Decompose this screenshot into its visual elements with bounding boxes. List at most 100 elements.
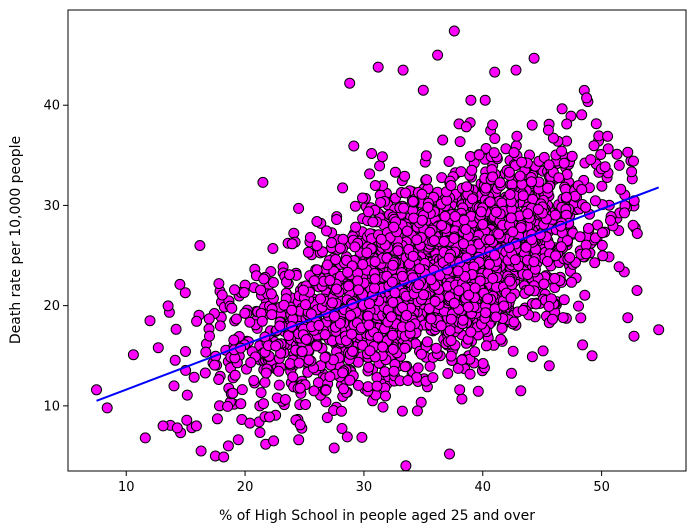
scatter-point	[321, 412, 333, 424]
scatter-point	[465, 244, 477, 256]
scatter-point	[504, 275, 516, 287]
scatter-point	[464, 368, 476, 380]
scatter-point	[461, 181, 473, 193]
scatter-point	[490, 311, 502, 323]
scatter-point	[245, 357, 257, 368]
scatter-point	[448, 297, 460, 309]
scatter-point	[549, 272, 561, 284]
scatter-point	[423, 303, 435, 315]
scatter-point	[366, 148, 378, 159]
y-axis-ticks: 10 20 30 40	[43, 99, 68, 414]
scatter-point	[416, 214, 428, 226]
scatter-point	[549, 209, 561, 221]
scatter-point	[413, 279, 425, 291]
scatter-point	[435, 320, 447, 332]
scatter-point	[209, 359, 221, 371]
scatter-point	[199, 367, 211, 379]
scatter-point	[596, 180, 608, 192]
scatter-point	[321, 259, 333, 271]
scatter-point	[508, 147, 520, 159]
scatter-point	[363, 319, 375, 331]
scatter-point	[127, 349, 139, 361]
scatter-point	[238, 287, 250, 298]
scatter-point	[162, 300, 174, 312]
scatter-point	[543, 360, 555, 372]
scatter-point	[311, 240, 323, 252]
scatter-point	[328, 442, 340, 454]
scatter-point	[349, 200, 361, 212]
scatter-point	[361, 247, 373, 259]
scatter-point	[388, 221, 400, 233]
scatter-point	[566, 150, 578, 162]
scatter-points	[91, 25, 665, 472]
scatter-point	[605, 214, 616, 226]
scatter-point	[411, 405, 423, 417]
scatter-point	[517, 304, 529, 316]
scatter-point	[357, 192, 368, 204]
scatter-point	[336, 423, 348, 434]
scatter-point	[543, 159, 555, 171]
scatter-point	[460, 223, 472, 235]
scatter-point	[507, 345, 519, 357]
scatter-point	[443, 156, 455, 167]
scatter-point	[400, 460, 412, 472]
scatter-point	[341, 431, 353, 443]
scatter-point	[227, 387, 239, 399]
scatter-point	[437, 134, 449, 146]
scatter-point	[399, 170, 411, 182]
scatter-point	[376, 151, 388, 163]
scatter-point	[580, 201, 592, 213]
scatter-point	[493, 228, 505, 240]
scatter-point	[195, 445, 207, 457]
scatter-point	[448, 25, 460, 37]
scatter-point	[505, 212, 517, 224]
scatter-point	[248, 375, 260, 386]
scatter-point	[239, 307, 251, 319]
x-axis-label: % of High School in people aged 25 and o…	[219, 508, 535, 524]
scatter-point	[320, 384, 332, 396]
scatter-point	[157, 420, 169, 432]
scatter-point	[326, 297, 338, 309]
scatter-point	[472, 385, 484, 397]
scatter-point	[254, 427, 266, 438]
scatter-point	[438, 235, 450, 247]
scatter-point	[469, 282, 481, 294]
scatter-point	[589, 257, 601, 269]
scatter-point	[522, 269, 534, 281]
scatter-point	[561, 118, 573, 130]
scatter-point	[396, 270, 408, 282]
scatter-point	[504, 189, 516, 200]
scatter-point	[338, 383, 349, 395]
scatter-point	[480, 307, 492, 319]
scatter-point	[487, 272, 499, 284]
scatter-point	[174, 278, 186, 290]
scatter-point	[427, 372, 439, 384]
scatter-point	[547, 132, 559, 144]
scatter-point	[302, 246, 314, 258]
scatter-point	[345, 310, 356, 321]
scatter-point	[583, 222, 594, 234]
regression-line	[96, 186, 660, 402]
scatter-point	[508, 316, 520, 328]
scatter-point	[415, 348, 427, 360]
scatter-point	[213, 374, 225, 385]
y-tick-label: 20	[43, 299, 60, 314]
scatter-point	[574, 231, 586, 243]
scatter-point	[458, 238, 469, 250]
scatter-point	[602, 130, 614, 142]
scatter-point	[369, 180, 381, 191]
scatter-point	[101, 402, 113, 414]
scatter-point	[480, 340, 492, 352]
scatter-point	[266, 309, 278, 321]
scatter-point	[576, 109, 588, 121]
scatter-point	[180, 346, 191, 357]
scatter-point	[267, 276, 279, 288]
scatter-point	[218, 451, 230, 463]
scatter-point	[498, 300, 510, 312]
scatter-point	[432, 49, 444, 61]
scatter-point	[556, 103, 568, 115]
scatter-point	[566, 276, 577, 288]
scatter-point	[213, 278, 225, 290]
scatter-point	[399, 361, 411, 373]
